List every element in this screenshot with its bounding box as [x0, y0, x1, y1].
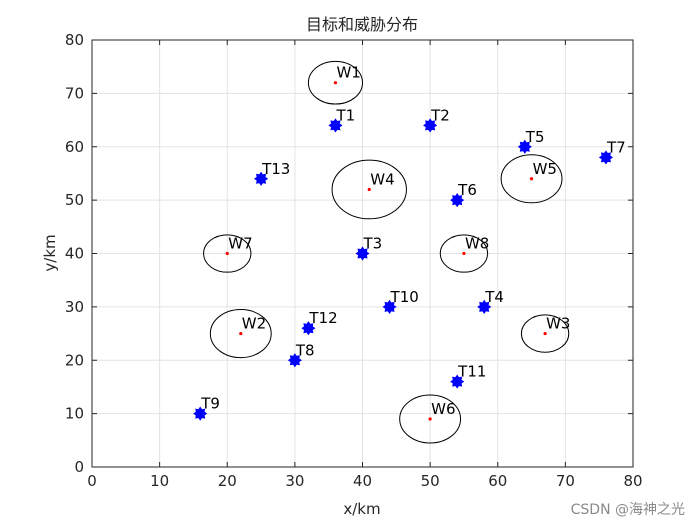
- y-tick-label: 20: [65, 351, 84, 369]
- chart-title: 目标和威胁分布: [306, 15, 418, 34]
- target-label: T8: [295, 341, 315, 359]
- threat-circle: [520, 314, 570, 353]
- x-tick-label: 30: [285, 472, 304, 490]
- x-tick-label: 80: [623, 472, 642, 490]
- y-tick-label: 50: [65, 191, 84, 209]
- target-label: T13: [261, 160, 290, 178]
- x-tick-label: 40: [353, 472, 372, 490]
- x-tick-label: 70: [556, 472, 575, 490]
- target-point: [355, 246, 370, 261]
- y-tick-label: 70: [65, 84, 84, 102]
- x-tick-label: 60: [488, 472, 507, 490]
- threat-center-point: [333, 81, 338, 85]
- threat-label: W5: [533, 160, 557, 178]
- threat-center-point: [543, 331, 547, 336]
- watermark: CSDN @海神之光: [571, 502, 685, 518]
- threat-circle: [331, 159, 407, 220]
- target-label: T7: [606, 138, 626, 156]
- target-label: T10: [390, 288, 419, 306]
- target-point: [598, 150, 614, 165]
- target-point: [287, 353, 302, 368]
- threat-center-point: [462, 251, 466, 256]
- target-label: T3: [363, 235, 383, 253]
- y-tick-label: 30: [65, 298, 84, 316]
- target-point: [193, 406, 208, 421]
- axis-ticks: 0 10 20 30 40 50 60 70 80 0 10 20 30 40 50 60 70 80: [65, 31, 643, 490]
- target-point: [253, 171, 269, 186]
- threat-center-point: [428, 417, 432, 421]
- target-label: T5: [525, 128, 545, 146]
- target-point: [382, 299, 397, 314]
- y-tick-label: 0: [74, 458, 84, 476]
- threat-label: W2: [242, 315, 266, 333]
- grid: [91, 39, 634, 468]
- target-point: [450, 193, 465, 208]
- x-tick-label: 10: [150, 472, 169, 490]
- target-label: T4: [484, 288, 504, 306]
- y-tick-label: 60: [65, 138, 84, 156]
- threat-label: W4: [370, 170, 394, 188]
- y-axis-label: y/km: [41, 234, 59, 271]
- x-tick-label: 20: [218, 472, 237, 490]
- threat-label: W8: [465, 235, 489, 253]
- target-series: T1 T2 T3 T4 T5 T6 T7 T8 T9 T10 T11 T12 T13: [193, 106, 626, 421]
- target-label: T9: [200, 395, 220, 413]
- threat-circle: [439, 234, 489, 273]
- threat-center-point: [239, 331, 243, 336]
- threat-circle: [203, 234, 252, 273]
- x-tick-label: 50: [421, 472, 440, 490]
- threat-center-point: [529, 177, 534, 181]
- threat-center-point: [367, 187, 371, 192]
- threat-label: W1: [336, 64, 360, 82]
- target-point: [477, 299, 492, 314]
- threat-circle: [307, 60, 364, 105]
- threat-label: W3: [546, 315, 570, 333]
- target-label: T1: [335, 106, 355, 124]
- y-tick-label: 10: [65, 405, 84, 423]
- target-label: T11: [457, 363, 486, 381]
- target-label: T2: [430, 106, 450, 124]
- target-point: [450, 374, 465, 389]
- threat-series: W1 W2 W3 W4 W5 W6 W7 W8: [203, 60, 570, 444]
- target-point: [423, 118, 438, 133]
- target-point: [301, 321, 316, 336]
- y-tick-label: 40: [65, 245, 84, 263]
- target-label: T12: [308, 309, 337, 327]
- threat-label: W6: [431, 400, 455, 418]
- target-point: [517, 139, 532, 154]
- x-axis-label: x/km: [343, 500, 380, 518]
- x-tick-label: 0: [87, 472, 97, 490]
- threat-circle: [399, 394, 462, 444]
- threat-center-point: [225, 251, 229, 256]
- threat-circle: [209, 309, 272, 359]
- target-point: [328, 118, 343, 133]
- threat-label: W7: [228, 235, 252, 253]
- y-tick-label: 80: [65, 31, 84, 49]
- target-label: T6: [457, 181, 477, 199]
- threat-circle: [500, 154, 563, 204]
